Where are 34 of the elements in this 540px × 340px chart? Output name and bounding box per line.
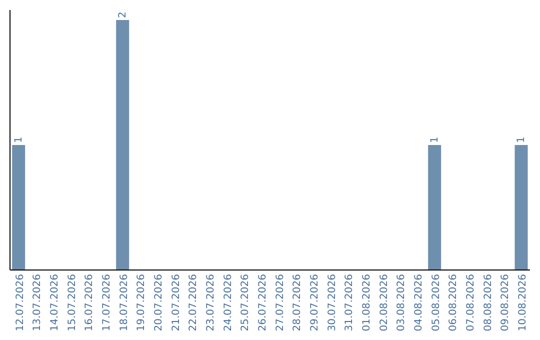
x-tick-label: 13.07.2026 [32, 274, 44, 332]
x-tick-label: 28.07.2026 [292, 274, 304, 332]
x-tick-label: 14.07.2026 [49, 274, 60, 332]
x-tick-label: 10.08.2026 [517, 274, 528, 332]
x-tick-label: 30.07.2026 [326, 274, 338, 332]
x-tick-label: 20.07.2026 [153, 274, 164, 332]
x-tick-label: 22.07.2026 [188, 274, 200, 332]
x-tick-label: 17.07.2026 [101, 274, 112, 332]
x-tick-label: 21.07.2026 [170, 274, 182, 332]
x-tick-label: 09.08.2026 [500, 274, 512, 332]
x-tick-label: 15.07.2026 [66, 274, 78, 332]
x-tick-label: 04.08.2026 [413, 274, 424, 332]
x-tick-label: 08.08.2026 [482, 274, 494, 332]
data-label: 1 [14, 136, 25, 143]
x-tick-label: 01.08.2026 [361, 274, 372, 332]
x-tick-label: 26.07.2026 [257, 274, 268, 332]
data-label: 1 [516, 136, 528, 143]
x-tick-label: 29.07.2026 [309, 274, 320, 332]
x-tick-label: 07.08.2026 [465, 274, 476, 332]
x-tick-label: 27.07.2026 [274, 274, 286, 332]
x-tick-label: 18.07.2026 [118, 274, 130, 332]
x-tick-label: 24.07.2026 [222, 274, 234, 332]
x-tick-label: 31.07.2026 [344, 274, 356, 332]
x-tick-label: 02.08.2026 [378, 274, 390, 332]
x-tick-label: 23.07.2026 [205, 274, 216, 332]
x-tick-label: 19.07.2026 [136, 274, 148, 332]
x-tick-label: 12.07.2026 [14, 274, 26, 332]
x-tick-label: 05.08.2026 [430, 274, 442, 332]
x-tick-label: 03.08.2026 [396, 274, 408, 332]
data-label: 1 [430, 136, 441, 143]
data-label: 2 [118, 12, 129, 18]
x-tick-label: 16.07.2026 [84, 274, 96, 332]
x-tick-label: 06.08.2026 [448, 274, 460, 332]
x-tick-label: 25.07.2026 [240, 274, 252, 332]
